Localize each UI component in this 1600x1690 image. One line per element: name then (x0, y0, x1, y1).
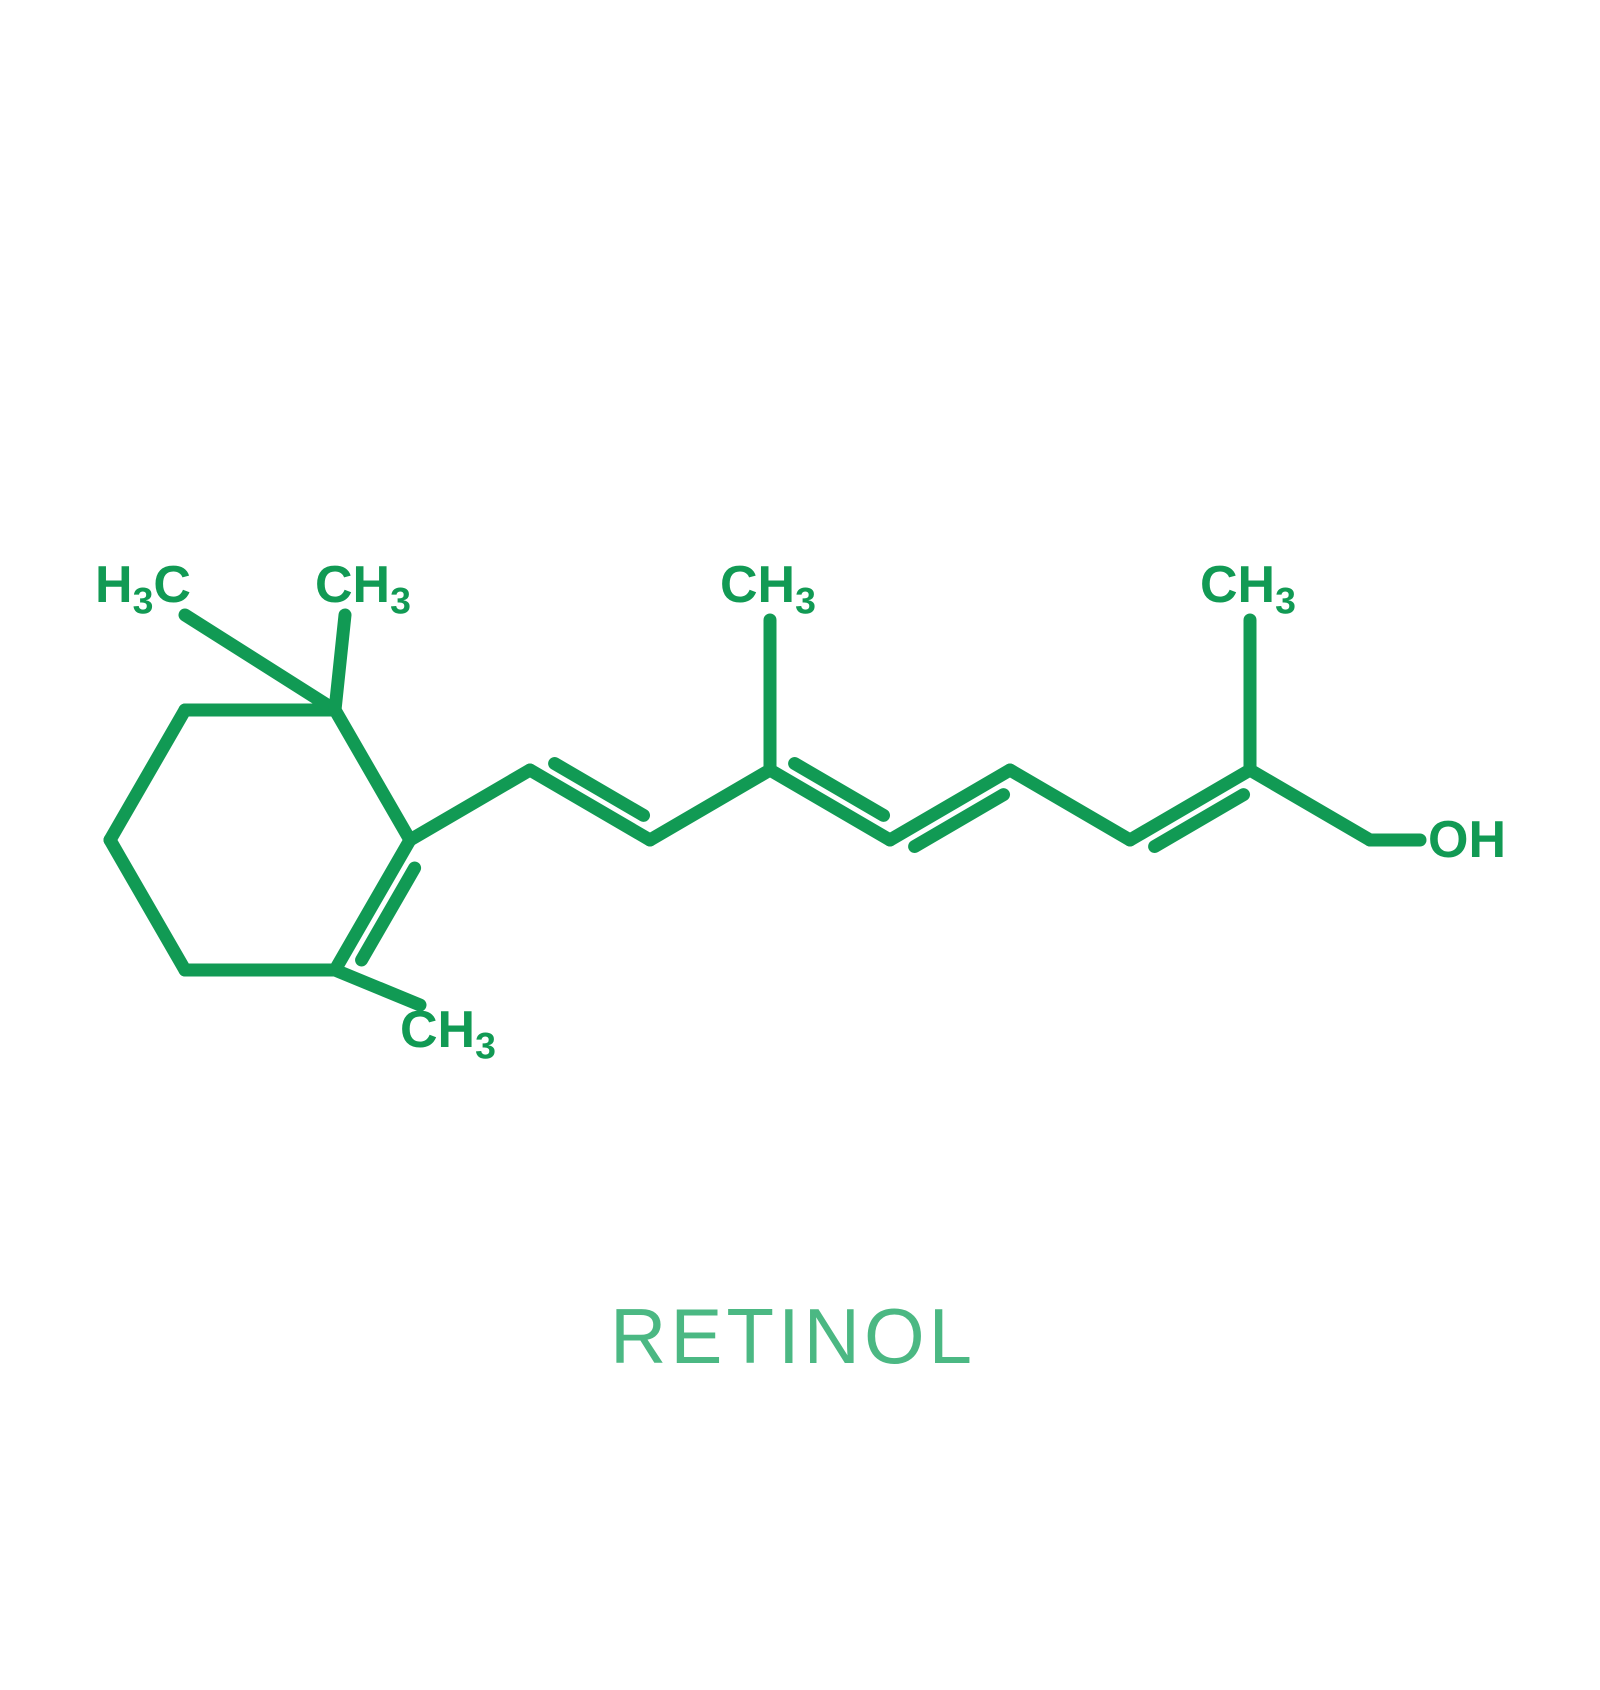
label-ch3-ring-bot: CH3 (400, 1000, 496, 1067)
label-ch3-top-right: CH3 (315, 555, 411, 622)
label-ch3-chain-1: CH3 (720, 555, 816, 622)
label-h3c-top-left: H3C (95, 555, 191, 622)
label-oh: OH (1428, 810, 1506, 870)
label-ch3-chain-2: CH3 (1200, 555, 1296, 622)
diagram-canvas: H3C CH3 CH3 CH3 CH3 OH RETINOL (0, 0, 1600, 1690)
structure-svg (0, 0, 1600, 1690)
compound-title: RETINOL (610, 1291, 976, 1382)
